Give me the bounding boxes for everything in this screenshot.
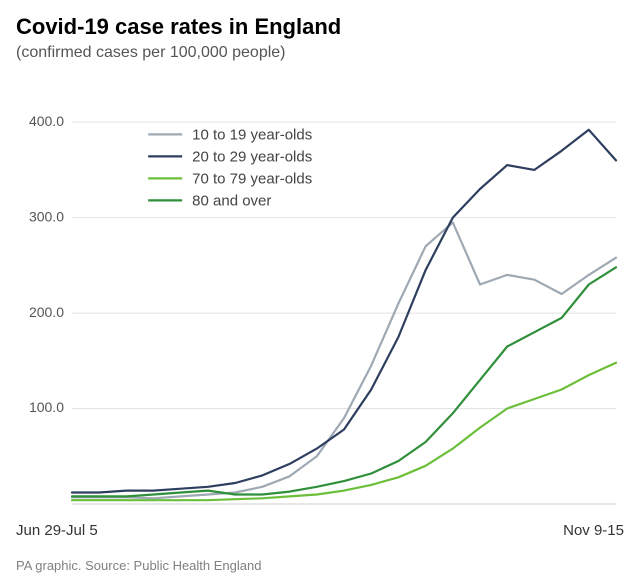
series-line-1 xyxy=(72,130,616,493)
legend-label-3: 80 and over xyxy=(192,192,271,209)
source-credit: PA graphic. Source: Public Health Englan… xyxy=(16,558,261,573)
y-tick-label: 400.0 xyxy=(29,113,64,129)
series-line-3 xyxy=(72,267,616,496)
chart-container: Covid-19 case rates in England (confirme… xyxy=(0,0,640,583)
chart-subtitle: (confirmed cases per 100,000 people) xyxy=(16,44,286,62)
chart-title: Covid-19 case rates in England xyxy=(16,14,341,40)
y-tick-label: 300.0 xyxy=(29,208,64,224)
legend-label-0: 10 to 19 year-olds xyxy=(192,126,312,143)
legend-label-1: 20 to 29 year-olds xyxy=(192,148,312,165)
chart-plot-area: 100.0 200.0 300.0 400.0 10 to 19 year-olds 20… xyxy=(16,74,624,514)
x-axis-start-label: Jun 29-Jul 5 xyxy=(16,522,98,539)
x-axis-end-label: Nov 9-15 xyxy=(563,522,624,539)
line-chart-svg: 100.0 200.0 300.0 400.0 10 to 19 year-olds 20… xyxy=(16,74,624,514)
series-line-2 xyxy=(72,363,616,501)
series-line-0 xyxy=(72,222,616,498)
y-tick-label: 200.0 xyxy=(29,304,64,320)
legend-label-2: 70 to 79 year-olds xyxy=(192,170,312,187)
y-tick-label: 100.0 xyxy=(29,399,64,415)
